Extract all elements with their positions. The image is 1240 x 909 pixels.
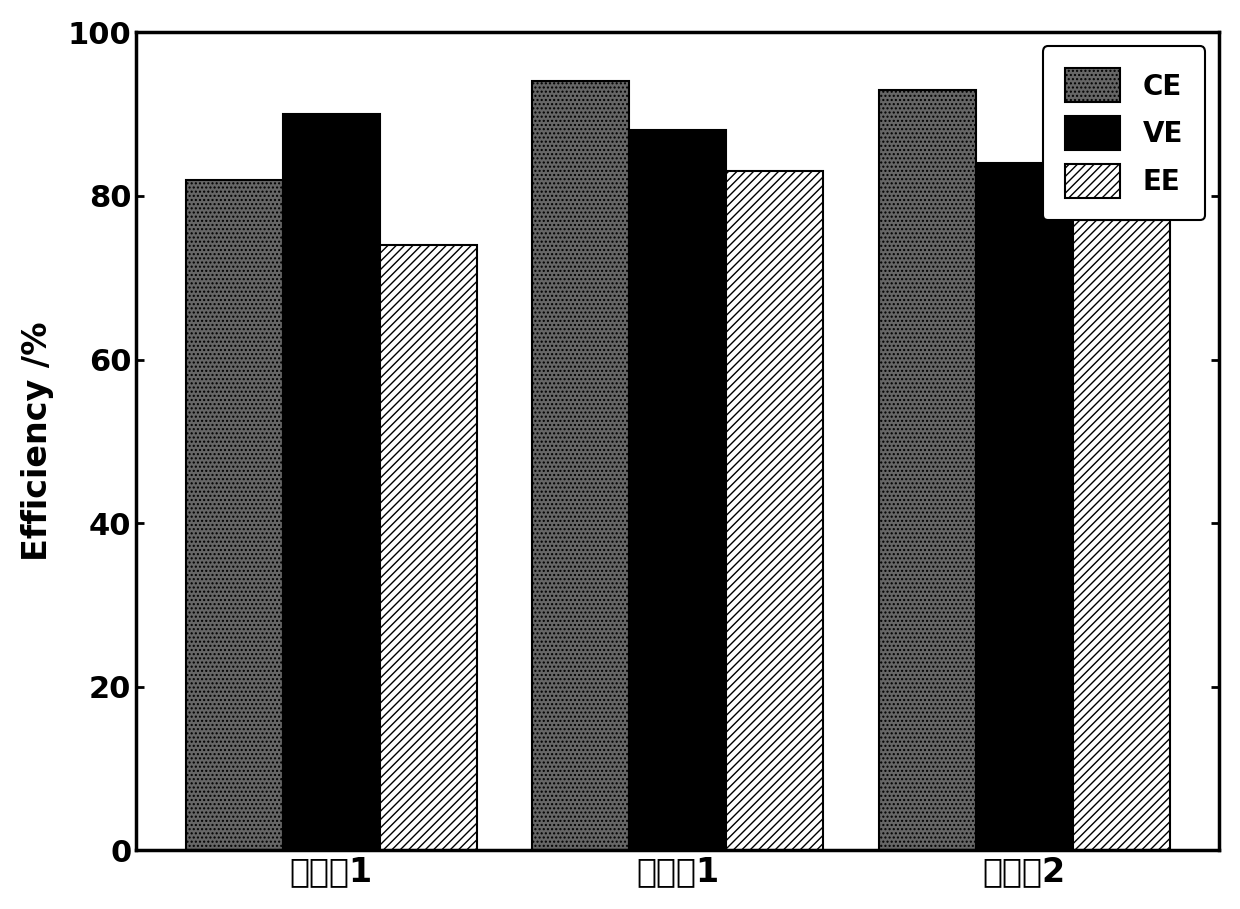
Bar [186,180,283,850]
Y-axis label: Efficiency /%: Efficiency /% [21,322,53,561]
Bar [727,172,823,850]
Bar [976,164,1073,850]
Bar [283,115,379,850]
Bar [629,131,727,850]
Bar [879,90,976,850]
Bar [379,245,476,850]
Bar [532,82,629,850]
Bar [1073,221,1171,850]
Legend: CE, VE, EE: CE, VE, EE [1043,46,1205,220]
